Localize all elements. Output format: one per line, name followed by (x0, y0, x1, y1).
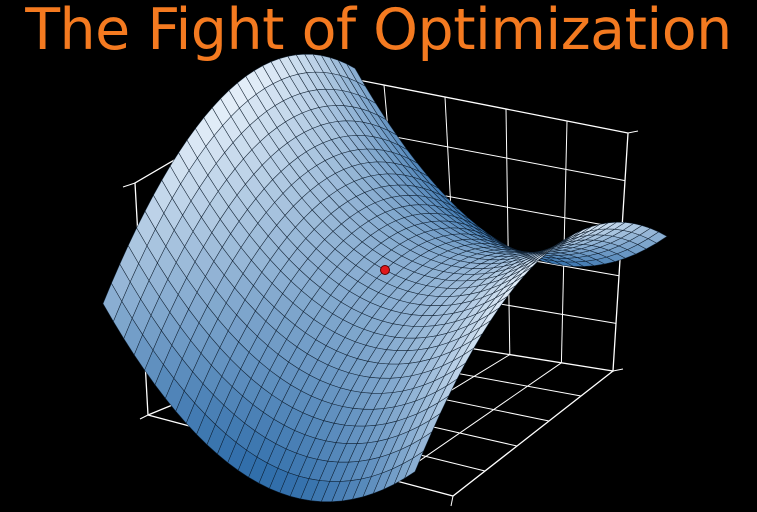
frame-tick (139, 414, 149, 420)
surface-patch (404, 450, 424, 480)
saddle-surface (102, 53, 668, 503)
frame-tick (122, 182, 136, 188)
grid-line (505, 108, 511, 355)
slide-title: The Fight of Optimization (25, 0, 732, 63)
marker-layer (380, 265, 390, 275)
frame-tick (450, 495, 454, 507)
saddle-point-marker (380, 265, 390, 275)
grid-line (391, 362, 562, 481)
frame-tick (627, 130, 639, 134)
frame-tick (612, 368, 624, 372)
